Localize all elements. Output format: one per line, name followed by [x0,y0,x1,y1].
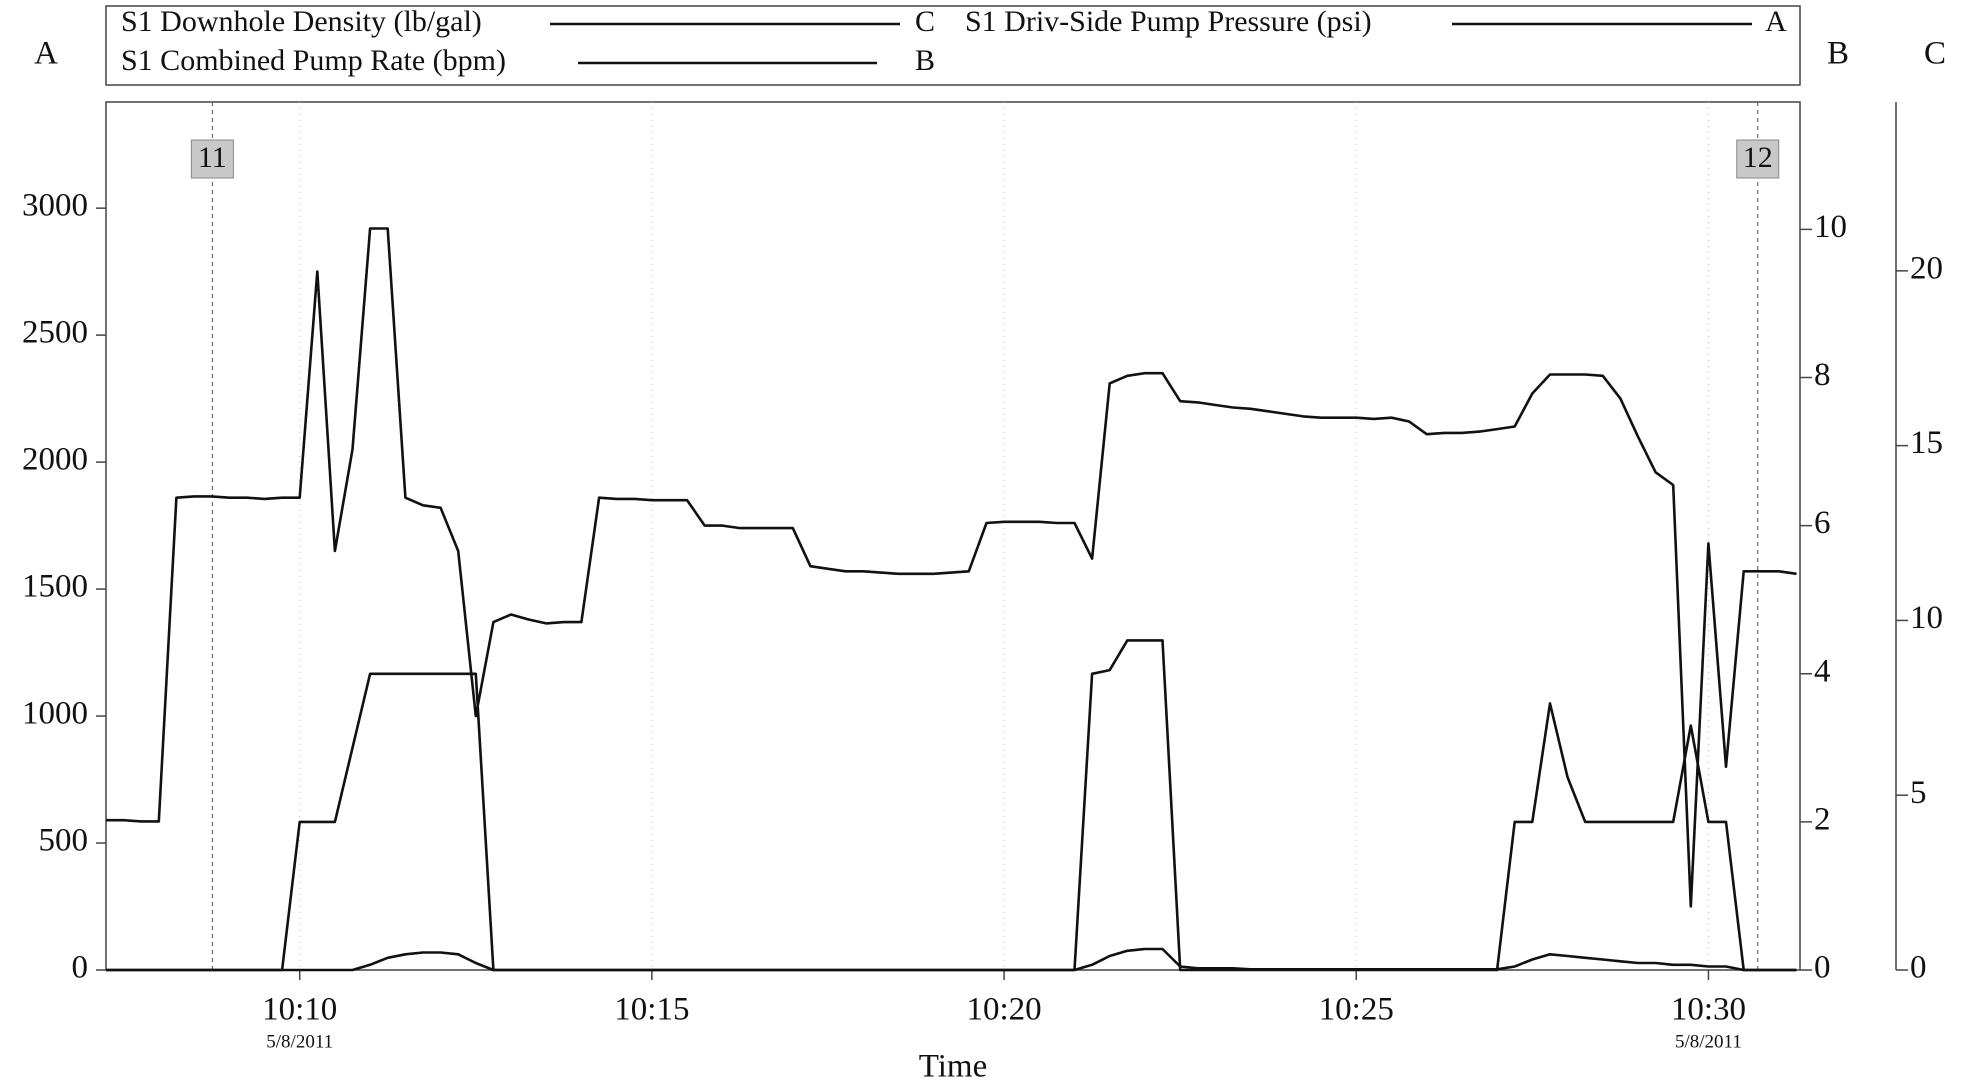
y-tick-label: 500 [39,823,89,859]
event-box [1736,139,1780,179]
y2-tick-label: 0 [1814,950,1831,986]
legend-box [105,5,1801,86]
legend-axis-letter: B [915,44,935,77]
x-tick-label: 10:10 [262,992,337,1028]
event-label: 11 [198,141,227,174]
event-label: 12 [1743,141,1773,174]
y-tick-label: 0 [72,950,89,986]
y2-tick-label: 6 [1814,505,1831,541]
y2-tick-label: 8 [1814,357,1831,393]
date-label: 5/8/2011 [266,1031,333,1052]
date-label: 5/8/2011 [1675,1031,1742,1052]
y3-axis-title: C [1924,36,1946,72]
y2-axis-title: B [1827,36,1849,72]
series-line [106,639,1797,972]
x-axis-title: Time [919,1049,987,1085]
y2-tick-label: 10 [1814,209,1847,245]
y-tick-label: 1500 [22,569,88,605]
series-line [106,947,1797,972]
y-tick-label: 2000 [22,442,88,478]
x-tick-label: 10:25 [1319,992,1394,1028]
y2-tick-label: 2 [1814,801,1831,837]
y-axis-title: A [34,36,58,72]
x-tick-label: 10:15 [614,992,689,1028]
y3-tick-label: 0 [1910,950,1927,986]
legend-axis-letter: C [915,5,935,38]
plot-frame [105,101,1801,971]
legend-label: S1 Downhole Density (lb/gal) [121,5,482,38]
y2-tick-label: 4 [1814,653,1831,689]
legend-axis-letter: A [1765,5,1787,38]
y3-tick-label: 20 [1910,250,1943,286]
x-tick-label: 10:20 [966,992,1041,1028]
event-box [190,139,234,179]
series-line [106,227,1797,908]
y-tick-label: 2500 [22,315,88,351]
legend-label: S1 Combined Pump Rate (bpm) [121,44,506,77]
y-tick-label: 3000 [22,188,88,224]
x-tick-label: 10:30 [1671,992,1746,1028]
y-tick-label: 1000 [22,696,88,732]
legend-label: S1 Driv-Side Pump Pressure (psi) [965,5,1372,38]
y3-tick-label: 10 [1910,600,1943,636]
y3-tick-label: 15 [1910,425,1943,461]
y3-tick-label: 5 [1910,775,1927,811]
